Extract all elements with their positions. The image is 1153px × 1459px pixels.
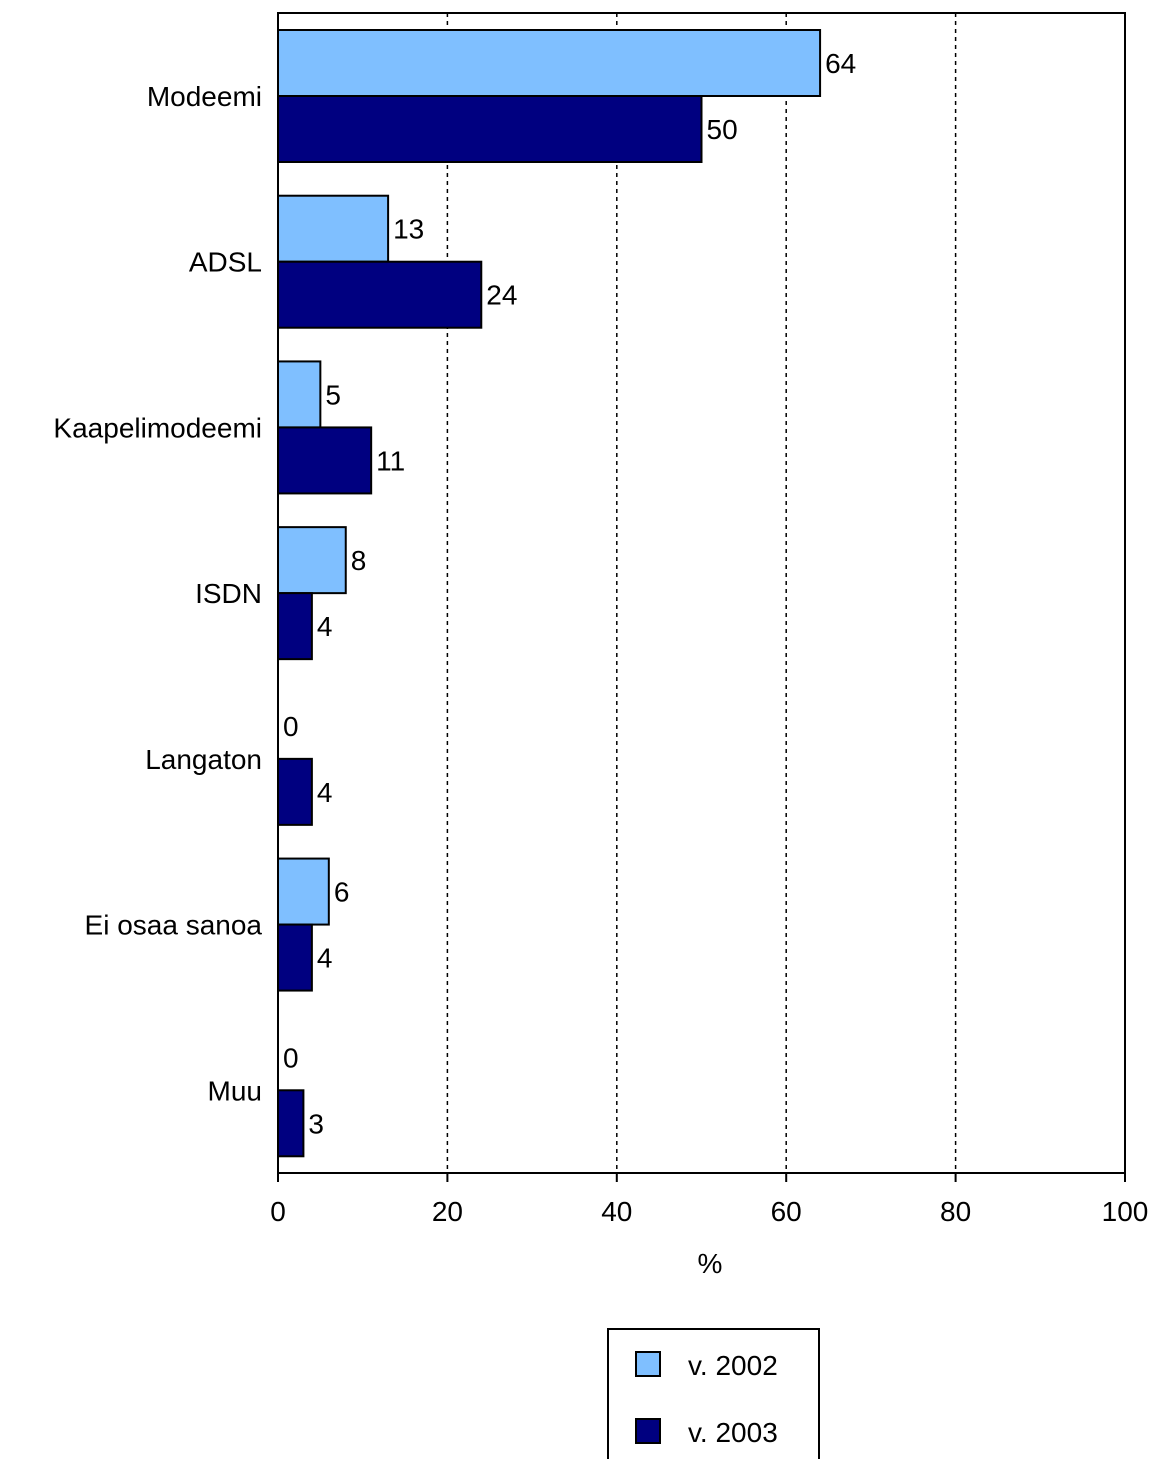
bar-modeemi-v-2002 <box>277 29 822 97</box>
bar-adsl-v-2002 <box>277 194 390 263</box>
data-label-ei-osaa-sanoa-v-2002: 6 <box>334 877 350 908</box>
data-label-modeemi-v-2002: 64 <box>825 48 856 79</box>
data-label-adsl-v-2003: 24 <box>486 280 517 311</box>
bar-ei-osaa-sanoa-v-2002 <box>277 857 330 926</box>
bar-isdn-v-2002 <box>277 526 347 595</box>
x-axis-ticks: 0 20 40 60 80 100 <box>270 1173 1148 1227</box>
bar-muu-v-2003 <box>277 1089 305 1158</box>
data-label-muu-v-2002: 0 <box>283 1042 299 1073</box>
tick-label-20: 20 <box>432 1196 463 1227</box>
legend-label-2002: v. 2002 <box>688 1350 778 1381</box>
tick-label-60: 60 <box>771 1196 802 1227</box>
bar-kaapelimodeemi-v-2002 <box>277 360 322 429</box>
x-axis-title: % <box>698 1248 723 1279</box>
bar-modeemi-v-2003 <box>277 95 703 163</box>
tick-label-40: 40 <box>601 1196 632 1227</box>
data-label-muu-v-2003: 3 <box>308 1108 324 1139</box>
data-label-kaapelimodeemi-v-2003: 11 <box>376 445 405 476</box>
legend-swatch-2003 <box>635 1418 661 1444</box>
bar-ei-osaa-sanoa-v-2003 <box>277 923 313 992</box>
bar-isdn-v-2003 <box>277 592 313 661</box>
data-label-ei-osaa-sanoa-v-2003: 4 <box>317 943 333 974</box>
category-label-modeemi: Modeemi <box>147 81 262 112</box>
plot-frame <box>277 12 1126 1174</box>
tick-label-100: 100 <box>1102 1196 1149 1227</box>
legend-swatch-2002 <box>635 1351 661 1377</box>
data-label-adsl-v-2002: 13 <box>393 214 424 245</box>
category-label-isdn: ISDN <box>195 578 262 609</box>
data-label-kaapelimodeemi-v-2002: 5 <box>325 379 341 410</box>
data-label-isdn-v-2003: 4 <box>317 611 333 642</box>
tick-label-0: 0 <box>270 1196 286 1227</box>
data-label-isdn-v-2002: 8 <box>351 545 367 576</box>
category-label-langaton: Langaton <box>145 744 262 775</box>
data-label-langaton-v-2002: 0 <box>283 711 299 742</box>
bars <box>277 29 822 1158</box>
grid-lines <box>446 13 957 1173</box>
tick-label-80: 80 <box>940 1196 971 1227</box>
bar-kaapelimodeemi-v-2003 <box>277 426 373 495</box>
category-labels: Modeemi ADSL Kaapelimodeemi ISDN Langaton Ei … <box>53 81 262 1106</box>
category-label-kaapelimodeemi: Kaapelimodeemi <box>53 412 262 443</box>
category-label-adsl: ADSL <box>189 247 262 278</box>
data-label-langaton-v-2003: 4 <box>317 777 333 808</box>
legend: v. 2002 v. 2003 <box>607 1328 820 1459</box>
category-label-ei-osaa-sanoa: Ei osaa sanoa <box>85 910 263 941</box>
bar-adsl-v-2003 <box>277 260 483 329</box>
legend-box <box>607 1328 820 1459</box>
data-label-modeemi-v-2003: 50 <box>707 114 738 145</box>
bar-langaton-v-2003 <box>277 757 313 826</box>
category-label-muu: Muu <box>208 1075 262 1106</box>
legend-label-2003: v. 2003 <box>688 1417 778 1448</box>
